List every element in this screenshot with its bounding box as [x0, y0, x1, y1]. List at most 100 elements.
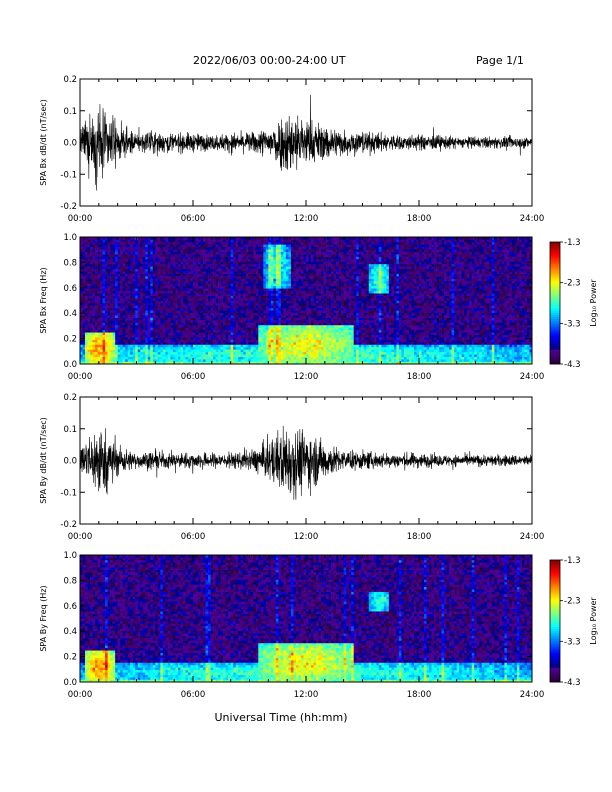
heatmap-cell [193, 278, 196, 282]
heatmap-cell [152, 268, 156, 272]
heatmap-cell [240, 271, 244, 274]
heatmap-cell [288, 285, 292, 289]
heatmap-cell [298, 320, 302, 323]
heatmap-cell [210, 246, 214, 250]
heatmap-cell [198, 258, 201, 262]
heatmap-cell [190, 346, 194, 350]
heatmap-cell [130, 249, 134, 252]
heatmap-cell [248, 346, 252, 350]
heatmap-cell [85, 246, 88, 250]
heatmap-cell [127, 359, 131, 362]
heatmap-cell [313, 266, 317, 270]
heatmap-cell [185, 346, 189, 350]
heatmap-cell [278, 241, 282, 245]
heatmap-cell [195, 251, 199, 255]
heatmap-cell [142, 258, 146, 262]
heatmap-cell [218, 256, 221, 260]
heatmap-cell [80, 263, 83, 267]
heatmap-cell [235, 361, 239, 365]
heatmap-cell [90, 315, 93, 318]
heatmap-cell [105, 273, 108, 277]
heatmap-cell [255, 241, 259, 245]
heatmap-cell [115, 273, 118, 277]
heatmap-cell [300, 278, 304, 282]
heatmap-cell [280, 256, 284, 260]
heatmap-cell [308, 361, 312, 365]
heatmap-cell [185, 273, 189, 277]
heatmap-cell [265, 342, 269, 345]
heatmap-cell [130, 276, 134, 279]
heatmap-cell [137, 290, 141, 294]
heatmap-cell [240, 302, 244, 306]
heatmap-cell [117, 237, 121, 240]
heatmap-cell [260, 344, 264, 348]
heatmap-cell [260, 249, 264, 252]
heatmap-cell [300, 324, 304, 328]
heatmap-cell [100, 239, 103, 243]
heatmap-cell [253, 254, 257, 257]
heatmap-cell [288, 305, 292, 309]
heatmap-cell [198, 354, 201, 357]
heatmap-cell [240, 293, 244, 296]
heatmap-cell [213, 300, 216, 304]
heatmap-cell [300, 237, 304, 240]
heatmap-cell [228, 298, 231, 301]
heatmap-cell [208, 258, 211, 262]
heatmap-cell [180, 266, 184, 270]
heatmap-cell [255, 258, 259, 262]
heatmap-cell [205, 290, 209, 294]
heatmap-cell [85, 361, 88, 365]
heatmap-cell [170, 266, 174, 270]
heatmap-cell [225, 246, 229, 250]
heatmap-cell [195, 298, 199, 301]
heatmap-cell [220, 354, 224, 357]
heatmap-cell [187, 295, 191, 299]
heatmap-cell [200, 271, 204, 274]
heatmap-cell [288, 310, 292, 314]
heatmap-cell [142, 263, 146, 267]
heatmap-cell [223, 322, 226, 326]
heatmap-cell [245, 342, 249, 345]
heatmap-cell [265, 349, 269, 353]
heatmap-cell [165, 241, 169, 245]
heatmap-cell [270, 324, 274, 328]
heatmap-cell [122, 359, 126, 362]
heatmap-cell [290, 359, 294, 362]
heatmap-cell [85, 342, 88, 345]
heatmap-cell [250, 298, 254, 301]
heatmap-cell [243, 266, 247, 270]
heatmap-cell [100, 315, 103, 318]
heatmap-cell [150, 263, 154, 267]
heatmap-cell [308, 302, 312, 306]
heatmap-cell [270, 346, 274, 350]
heatmap-cell [137, 332, 141, 335]
heatmap-cell [300, 280, 304, 284]
heatmap-cell [82, 359, 86, 362]
heatmap-cell [102, 283, 106, 287]
heatmap-cell [193, 288, 196, 292]
heatmap-cell [137, 298, 141, 301]
heatmap-cell [127, 324, 131, 328]
heatmap-cell [278, 283, 282, 287]
heatmap-cell [100, 268, 103, 272]
heatmap-cell [165, 290, 169, 294]
heatmap-cell [190, 329, 194, 333]
heatmap-cell [283, 273, 287, 277]
heatmap-cell [243, 329, 247, 333]
heatmap-cell [205, 244, 209, 248]
heatmap-cell [127, 346, 131, 350]
heatmap-cell [218, 276, 221, 279]
heatmap-cell [110, 332, 113, 335]
heatmap-cell [162, 271, 166, 274]
heatmap-cell [167, 290, 171, 294]
heatmap-cell [112, 356, 116, 360]
heatmap-cell [308, 300, 312, 304]
heatmap-cell [112, 354, 116, 357]
heatmap-cell [110, 239, 113, 243]
heatmap-cell [233, 295, 236, 299]
heatmap-cell [198, 332, 201, 335]
heatmap-cell [265, 327, 269, 331]
heatmap-cell [82, 324, 86, 328]
heatmap-cell [85, 322, 88, 326]
heatmap-cell [112, 249, 116, 252]
